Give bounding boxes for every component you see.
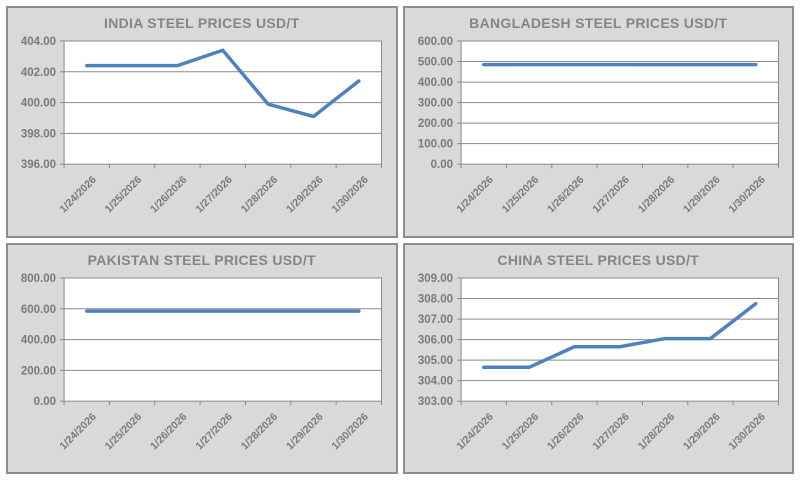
price-line (84, 48, 361, 119)
x-axis-label: 1/25/2026 (103, 174, 145, 216)
y-axis-label: 308.00 (417, 293, 452, 305)
y-axis-label: 200.00 (417, 118, 452, 130)
y-axis-label: 800.00 (21, 273, 56, 285)
x-axis-label: 1/29/2026 (681, 410, 723, 452)
chart-title-bangladesh: BANGLADESH STEEL PRICES USD/T (469, 15, 728, 31)
x-axis-label: 1/27/2026 (590, 174, 632, 216)
x-axis-label: 1/29/2026 (284, 410, 326, 452)
y-axis-label: 100.00 (417, 139, 452, 151)
y-axis-label: 306.00 (417, 334, 452, 346)
x-axis-label: 1/30/2026 (329, 410, 371, 452)
y-axis-label: 500.00 (417, 57, 452, 69)
bangladesh-steel-price-chart: 0.00 100.00 200.00 300.00 400.00 500.00 600.00… (417, 36, 779, 216)
y-axis-label: 402.00 (21, 67, 56, 79)
y-axis-label: 305.00 (417, 355, 452, 367)
y-axis-label: 396.00 (21, 159, 56, 171)
chart-panel-pakistan: PAKISTAN STEEL PRICES USD/T 0.00 200.00 40… (6, 242, 398, 474)
chart-panel-bangladesh: BANGLADESH STEEL PRICES USD/T 0.00 100.00… (402, 6, 794, 238)
y-axis-label: 309.00 (417, 273, 452, 285)
price-line (481, 301, 758, 369)
y-axis-label: 200.00 (21, 365, 56, 377)
x-axis-label: 1/24/2026 (454, 410, 496, 452)
y-axis-label: 398.00 (21, 128, 56, 140)
x-axis-label: 1/29/2026 (284, 174, 326, 216)
chart-title-pakistan: PAKISTAN STEEL PRICES USD/T (87, 251, 316, 268)
x-axis-label: 1/25/2026 (499, 174, 541, 216)
y-axis-label: 600.00 (21, 303, 56, 315)
y-axis-label: 304.00 (417, 375, 452, 387)
y-axis-label: 0.00 (34, 396, 56, 408)
x-axis-label: 1/28/2026 (635, 410, 677, 452)
x-axis-label: 1/24/2026 (57, 410, 99, 452)
chart-panel-india: INDIA STEEL PRICES USD/T 396.00 398.00 400… (6, 6, 398, 238)
x-axis-label: 1/26/2026 (545, 410, 587, 452)
y-axis-label: 303.00 (417, 396, 452, 408)
x-axis-label: 1/30/2026 (329, 174, 371, 216)
x-axis-label: 1/26/2026 (148, 174, 190, 216)
x-axis-label: 1/27/2026 (193, 410, 235, 452)
china-steel-price-chart: 303.00 304.00 305.00 306.00 307.00 308.00 309.… (417, 273, 779, 452)
y-axis-label: 307.00 (417, 314, 452, 326)
x-axis-label: 1/25/2026 (103, 410, 145, 452)
y-axis-label: 0.00 (430, 159, 452, 171)
x-axis-label: 1/28/2026 (635, 174, 677, 216)
x-axis-label: 1/27/2026 (193, 174, 235, 216)
x-axis-label: 1/30/2026 (726, 410, 768, 452)
y-axis-label: 400.00 (21, 334, 56, 346)
y-axis-label: 600.00 (417, 36, 452, 48)
x-axis-label: 1/27/2026 (590, 410, 632, 452)
x-axis-label: 1/29/2026 (681, 174, 723, 216)
y-axis-label: 300.00 (417, 98, 452, 110)
x-axis-label: 1/25/2026 (499, 410, 541, 452)
chart-title-india: INDIA STEEL PRICES USD/T (104, 15, 300, 31)
y-axis-label: 400.00 (21, 98, 56, 110)
chart-title-china: CHINA STEEL PRICES USD/T (497, 251, 700, 268)
x-axis-label: 1/26/2026 (148, 410, 190, 452)
x-axis-label: 1/24/2026 (454, 174, 496, 216)
x-axis-label: 1/30/2026 (726, 174, 768, 216)
x-axis-label: 1/28/2026 (239, 174, 281, 216)
x-axis-label: 1/26/2026 (545, 174, 587, 216)
x-axis-label: 1/24/2026 (57, 174, 99, 216)
chart-panel-china: CHINA STEEL PRICES USD/T 303.00 304.00 305… (402, 242, 794, 474)
y-axis-label: 404.00 (21, 36, 56, 48)
x-axis-label: 1/28/2026 (239, 410, 281, 452)
y-axis-label: 400.00 (417, 77, 452, 89)
